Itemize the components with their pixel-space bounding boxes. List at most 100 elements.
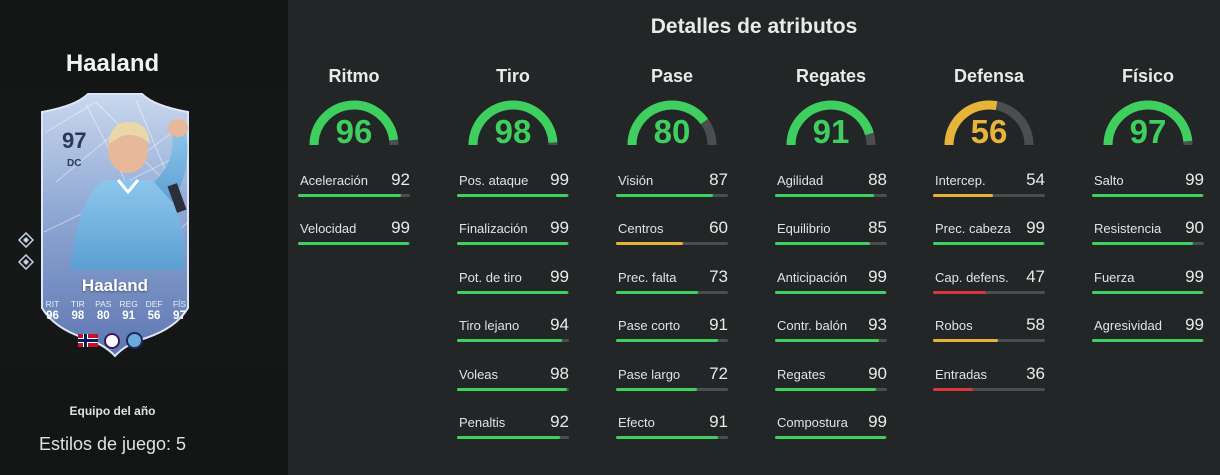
attribute-bar-fill xyxy=(1092,194,1203,197)
attribute-value: 99 xyxy=(1185,315,1204,334)
gauge-fill xyxy=(309,100,399,146)
attribute-row[interactable]: Efecto 91 xyxy=(616,412,728,445)
attribute-row[interactable]: Visión 87 xyxy=(616,170,728,203)
attribute-row[interactable]: Compostura 99 xyxy=(775,412,887,445)
attribute-row[interactable]: Robos 58 xyxy=(933,315,1045,348)
attribute-row[interactable]: Penaltis 92 xyxy=(457,412,569,445)
category-value: 56 xyxy=(970,113,1008,150)
attribute-row[interactable]: Velocidad 99 xyxy=(298,218,410,251)
category-gauge xyxy=(944,100,1034,146)
attribute-bar-fill xyxy=(457,339,563,342)
card-stat-label: REG xyxy=(119,299,138,309)
player-card[interactable]: 97 DC Haaland RIT 96 TIR 98 PAS 80 REG 9… xyxy=(18,92,204,360)
attribute-row[interactable]: Agresividad 99 xyxy=(1092,315,1204,348)
card-version-label: Equipo del año xyxy=(69,404,156,418)
attribute-row[interactable]: Salto 99 xyxy=(1092,170,1204,203)
attribute-row[interactable]: Intercep. 54 xyxy=(933,170,1045,203)
attribute-bar-fill xyxy=(616,242,684,245)
attribute-row[interactable]: Entradas 36 xyxy=(933,364,1045,397)
attribute-name: Pot. de tiro xyxy=(459,270,522,285)
attribute-bar-fill xyxy=(616,291,698,294)
attribute-row[interactable]: Agilidad 88 xyxy=(775,170,887,203)
attribute-row[interactable]: Centros 60 xyxy=(616,218,728,251)
attribute-bar-fill xyxy=(933,242,1044,245)
attribute-value: 72 xyxy=(709,364,728,383)
attribute-bar xyxy=(457,388,569,391)
attribute-bar-fill xyxy=(457,388,567,391)
attribute-name: Contr. balón xyxy=(777,318,848,333)
category-name: Físico xyxy=(1121,66,1174,86)
attribute-name: Finalización xyxy=(459,221,528,236)
attribute-value: 90 xyxy=(1185,218,1204,237)
manchester-city-icon xyxy=(126,332,143,349)
gauge-fill xyxy=(1103,100,1193,146)
attribute-bar-fill xyxy=(457,194,568,197)
playstyles-count[interactable]: Estilos de juego: 5 xyxy=(38,434,187,454)
attribute-bar-fill xyxy=(457,291,568,294)
attribute-bar xyxy=(1092,339,1204,342)
attribute-row[interactable]: Prec. cabeza 99 xyxy=(933,218,1045,251)
attribute-value: 73 xyxy=(709,267,728,286)
attribute-row[interactable]: Prec. falta 73 xyxy=(616,267,728,300)
attribute-bar xyxy=(775,291,887,294)
attribute-name: Resistencia xyxy=(1094,221,1162,236)
attribute-row[interactable]: Pos. ataque 99 xyxy=(457,170,569,203)
attribute-row[interactable]: Resistencia 90 xyxy=(1092,218,1204,251)
attribute-value: 58 xyxy=(1026,315,1045,334)
attribute-bar-fill xyxy=(298,242,409,245)
attribute-value: 99 xyxy=(391,218,410,237)
attribute-bar xyxy=(1092,194,1204,197)
attribute-bar xyxy=(616,339,728,342)
category-gauge xyxy=(1103,100,1193,146)
attribute-bar xyxy=(775,194,887,197)
attribute-value: 99 xyxy=(868,412,887,431)
card-stat-label: FÍS xyxy=(172,299,187,309)
category-gauge xyxy=(309,100,399,146)
attribute-name: Tiro lejano xyxy=(459,318,520,333)
attribute-bar-fill xyxy=(775,194,874,197)
attribute-row[interactable]: Pot. de tiro 99 xyxy=(457,267,569,300)
attribute-value: 36 xyxy=(1026,364,1045,383)
attribute-row[interactable]: Aceleración 92 xyxy=(298,170,410,203)
attribute-row[interactable]: Fuerza 99 xyxy=(1092,267,1204,300)
attribute-row[interactable]: Voleas 98 xyxy=(457,364,569,397)
card-stat-value: 80 xyxy=(96,310,110,322)
card-stat: DEF 56 xyxy=(142,299,167,322)
card-player-name: Haaland xyxy=(81,276,149,295)
category-column: Ritmo 96 Aceleración 92 Velocidad 99 xyxy=(298,0,410,475)
attribute-value: 99 xyxy=(550,218,569,237)
attribute-name: Pos. ataque xyxy=(459,173,529,188)
attribute-value: 91 xyxy=(709,412,728,431)
attribute-bar xyxy=(933,194,1045,197)
attribute-bar xyxy=(933,291,1045,294)
attribute-row[interactable]: Pase largo 72 xyxy=(616,364,728,397)
attribute-name: Velocidad xyxy=(300,221,357,236)
gauge-fill xyxy=(786,100,874,146)
attribute-bar xyxy=(1092,291,1204,294)
card-stat-value: 98 xyxy=(71,310,85,322)
gauge-fill xyxy=(468,100,558,146)
attribute-row[interactable]: Regates 90 xyxy=(775,364,887,397)
card-badges xyxy=(78,332,143,349)
attribute-row[interactable]: Finalización 99 xyxy=(457,218,569,251)
attribute-value: 91 xyxy=(709,315,728,334)
attribute-value: 92 xyxy=(550,412,569,431)
attribute-value: 90 xyxy=(868,364,887,383)
attribute-bar-fill xyxy=(457,436,561,439)
category-column: Defensa 56 Intercep. 54 Prec. cabeza 99 Cap. d… xyxy=(933,0,1045,475)
category-value: 80 xyxy=(653,113,691,150)
attribute-bar-fill xyxy=(775,242,871,245)
attribute-row[interactable]: Pase corto 91 xyxy=(616,315,728,348)
attribute-row[interactable]: Cap. defens. 47 xyxy=(933,267,1045,300)
attribute-row[interactable]: Tiro lejano 94 xyxy=(457,315,569,348)
attribute-row[interactable]: Equilibrio 85 xyxy=(775,218,887,251)
gauge-fill xyxy=(627,100,708,146)
card-stat-value: 56 xyxy=(147,310,161,322)
attribute-bar xyxy=(457,242,569,245)
attribute-row[interactable]: Contr. balón 93 xyxy=(775,315,887,348)
attribute-row[interactable]: Anticipación 99 xyxy=(775,267,887,300)
attribute-value: 99 xyxy=(1026,218,1045,237)
attribute-bar xyxy=(298,194,410,197)
attribute-name: Pase corto xyxy=(618,318,681,333)
attribute-bar xyxy=(616,291,728,294)
